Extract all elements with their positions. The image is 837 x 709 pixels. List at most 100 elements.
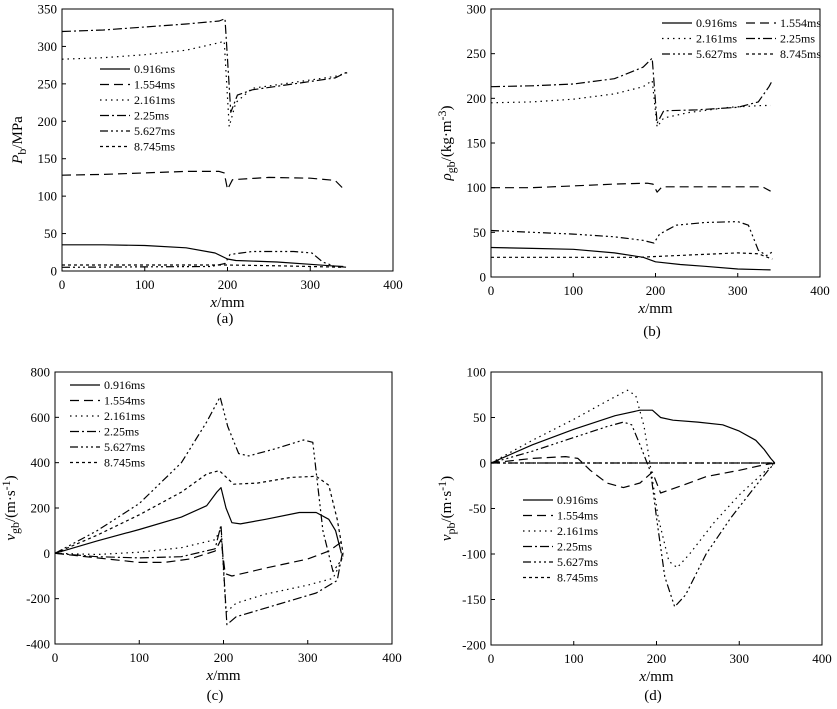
y-tick-label: 300 [38, 39, 58, 54]
x-axis-label-unit: /mm [213, 668, 241, 684]
series-line-5-627ms [54, 396, 344, 573]
y-tick-label: 50 [473, 410, 486, 425]
y-tick-label: 800 [31, 365, 51, 380]
plot-frame [490, 371, 823, 646]
x-axis-label: x/mm [638, 669, 674, 685]
series-line-0-916ms [62, 244, 344, 268]
y-axis-label: vgb/(m·s-1) [0, 475, 22, 540]
y-axis-label-symbol: P [10, 155, 26, 165]
legend-label: 5.627ms [134, 124, 175, 138]
series-line-2-25ms [490, 57, 773, 124]
x-tick-label: 0 [52, 650, 59, 665]
legend-label: 2.161ms [104, 409, 145, 423]
panel-caption: (a) [217, 311, 234, 327]
series-line-2-161ms [490, 79, 771, 128]
legend-label: 5.627ms [557, 555, 598, 569]
y-tick-label: 200 [38, 114, 58, 129]
legend-label: 2.25ms [780, 32, 815, 46]
y-tick-label: 0 [51, 264, 58, 279]
legend-label: 8.745ms [557, 571, 598, 585]
y-axis-label-superscript: -1 [435, 481, 449, 491]
y-tick-label: -100 [462, 547, 486, 562]
x-tick-label: 400 [383, 277, 403, 292]
y-axis-label-unit: /(m·s [3, 490, 19, 522]
x-axis-label: x/mm [637, 301, 673, 317]
series-line-5-627ms [490, 221, 773, 257]
legend-label: 1.554ms [134, 78, 175, 92]
legend-label: 2.25ms [104, 425, 139, 439]
series-line-2-161ms [490, 389, 776, 569]
series-line-8-745ms [54, 470, 344, 554]
y-tick-label: 100 [467, 180, 487, 195]
x-axis-label: x/mm [205, 668, 241, 684]
y-tick-label: 350 [38, 2, 58, 17]
x-tick-label: 300 [730, 651, 750, 666]
x-tick-label: 100 [135, 277, 155, 292]
y-tick-label: -150 [462, 592, 486, 607]
x-axis-label-symbol: x [638, 669, 646, 685]
legend-label: 8.745ms [134, 140, 175, 154]
y-tick-label: 0 [480, 456, 487, 471]
y-axis-label: vpb/(m·s-1) [435, 476, 458, 541]
series-line-0-916ms [54, 487, 342, 554]
legend-label: 2.25ms [557, 540, 592, 554]
y-tick-label: 250 [467, 46, 487, 61]
y-tick-label: -200 [26, 591, 50, 606]
x-tick-label: 400 [810, 283, 830, 298]
chart-panel-c: 0 100 200 300 400 -400 -200 0 200 400 600 800 x/mm vg… [0, 365, 402, 705]
y-tick-label: 400 [31, 455, 51, 470]
panel-caption: (b) [643, 324, 661, 340]
series-line-1-554ms [491, 182, 771, 193]
x-tick-label: 0 [488, 651, 495, 666]
legend-label: 2.161ms [134, 93, 175, 107]
panel-caption: (c) [207, 688, 224, 704]
chart-panel-b: 0 100 200 300 400 0 50 100 150 200 250 300 x/mm ρgb/(… [435, 2, 830, 341]
y-axis-label-unit: /(m·s [439, 491, 455, 523]
legend-label: 2.25ms [134, 109, 169, 123]
y-tick-label: 100 [38, 189, 58, 204]
y-axis-label-unit-end: ) [439, 105, 455, 110]
panel-caption: (d) [644, 688, 662, 704]
y-tick-label: 600 [31, 410, 51, 425]
x-axis-label: x/mm [209, 295, 245, 311]
y-tick-label: -400 [26, 637, 50, 652]
legend-label: 2.161ms [557, 524, 598, 538]
x-tick-label: 200 [646, 283, 666, 298]
y-axis-label-symbol: ρ [439, 173, 455, 181]
series-line-5-627ms [490, 421, 776, 608]
legend-label: 8.745ms [780, 47, 821, 61]
y-axis-label-symbol: v [439, 534, 455, 541]
legend-label: 5.627ms [104, 440, 145, 454]
y-tick-label: -50 [469, 501, 486, 516]
y-axis-label: ρgb/(kg·m-3) [435, 105, 458, 181]
y-tick-label: 150 [467, 136, 487, 151]
y-axis-label-superscript: -1 [0, 480, 13, 490]
x-tick-label: 300 [298, 650, 318, 665]
plot-frame [61, 8, 394, 272]
legend-label: 0.916ms [696, 16, 737, 30]
x-tick-label: 100 [564, 283, 584, 298]
y-tick-label: 50 [44, 226, 57, 241]
legend-label: 0.916ms [134, 62, 175, 76]
y-tick-label: -200 [462, 638, 486, 653]
legend-label: 1.554ms [780, 16, 821, 30]
y-tick-label: 0 [44, 546, 51, 561]
x-tick-label: 100 [564, 651, 584, 666]
y-axis-label-unit: /MPa [10, 116, 26, 149]
y-tick-label: 200 [31, 501, 51, 516]
y-axis-label: Pb/MPa [10, 116, 29, 165]
x-tick-label: 100 [130, 650, 150, 665]
y-tick-label: 200 [467, 91, 487, 106]
y-axis-label-subscript: pb [444, 523, 458, 535]
x-tick-label: 400 [812, 651, 832, 666]
chart-panel-a: 0 100 200 300 400 0 50 100 150 200 250 300 350 x/mm Pb… [10, 2, 403, 328]
x-axis-label-unit: /mm [217, 295, 245, 311]
y-axis-label-superscript: -3 [435, 110, 449, 120]
y-axis-label-subscript: gb [444, 161, 458, 173]
legend-label: 0.916ms [557, 493, 598, 507]
y-axis-label-subscript: gb [8, 522, 22, 534]
x-tick-label: 0 [488, 283, 495, 298]
legend-label: 8.745ms [104, 456, 145, 470]
